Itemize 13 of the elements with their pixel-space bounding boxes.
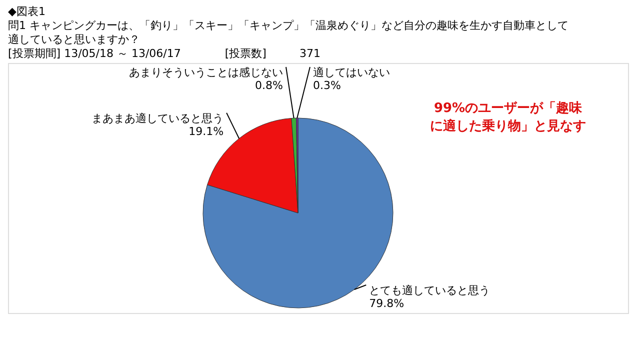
slice-label: 適してはいない	[313, 66, 390, 79]
text: ◆図表1	[8, 5, 46, 18]
data-label: 0.8%	[255, 79, 283, 92]
text: 適していると思いますか？	[8, 33, 140, 46]
text: 99%のユーザーが「趣味に適した乗り物」と見なす	[430, 101, 586, 134]
slice-label: あまりそういうことは感じない	[129, 66, 283, 79]
data-label: 0.3%	[313, 79, 341, 92]
data-label: 79.8%	[369, 297, 404, 310]
data-label: 19.1%	[188, 124, 224, 138]
text: 問1 キャンピングカーは、「釣り」「スキー」「キャンプ」「温泉めぐり」など自分の趣味を生かす自動車として	[8, 19, 568, 32]
chart-subtitle: [投票期間] 13/05/18 ～ 13/06/17 [投票数] 371	[8, 47, 320, 60]
slice-label: まあまあ適していると思う	[92, 112, 224, 125]
slice-label: とても適していると思う	[369, 284, 490, 297]
